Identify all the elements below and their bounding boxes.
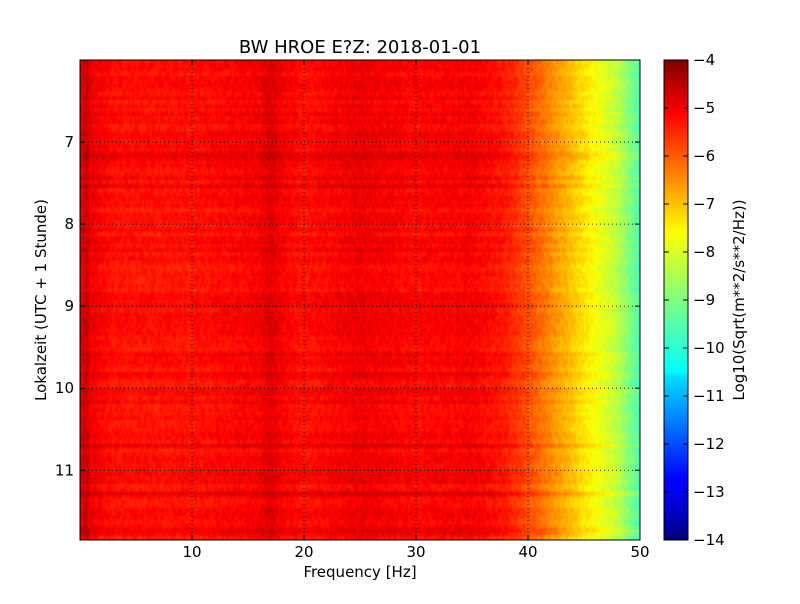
plot-frame xyxy=(79,59,641,541)
x-tick-label: 30 xyxy=(406,543,425,561)
y-tick-label: 10 xyxy=(55,379,74,397)
x-tick-label: 40 xyxy=(518,543,537,561)
colorbar-tick-label: −5 xyxy=(693,99,715,117)
x-tick-label: 20 xyxy=(294,543,313,561)
colorbar-tick-label: −13 xyxy=(693,483,725,501)
x-tick-label: 10 xyxy=(182,543,201,561)
colorbar-tick-label: −12 xyxy=(693,435,725,453)
colorbar-label: Log10(Sqrt(m**2/s**2/Hz)) xyxy=(730,199,748,400)
y-axis-label: Lokalzeit (UTC + 1 Stunde) xyxy=(32,199,50,401)
colorbar-tick-label: −7 xyxy=(693,195,715,213)
heatmap xyxy=(80,60,640,540)
colorbar-tick-label: −4 xyxy=(693,51,715,69)
y-tick-label: 9 xyxy=(64,297,74,315)
colorbar-tick-label: −11 xyxy=(693,387,725,405)
heatmap-image xyxy=(80,60,640,540)
colorbar-tick-label: −8 xyxy=(693,243,715,261)
colorbar-tick-label: −10 xyxy=(693,339,725,357)
colorbar-tick-label: −6 xyxy=(693,147,715,165)
x-tick-label: 50 xyxy=(630,543,649,561)
colorbar-ticks: −4 −5 −6 −7 −8 −9 −10 −11 −12 −13 −14 xyxy=(664,51,725,549)
colorbar-tick-label: −9 xyxy=(693,291,715,309)
x-axis-label: Frequency [Hz] xyxy=(303,563,416,581)
y-tick-label: 8 xyxy=(64,215,74,233)
colorbar-tick-label: −14 xyxy=(693,531,725,549)
y-axis-ticks: 7 8 9 10 11 xyxy=(55,133,640,479)
y-tick-label: 7 xyxy=(64,133,74,151)
x-axis-ticks: 10 20 30 40 50 xyxy=(182,60,650,561)
chart-title: BW HROE E?Z: 2018-01-01 xyxy=(239,37,481,58)
grid-lines xyxy=(80,60,640,540)
y-tick-label: 11 xyxy=(55,461,74,479)
